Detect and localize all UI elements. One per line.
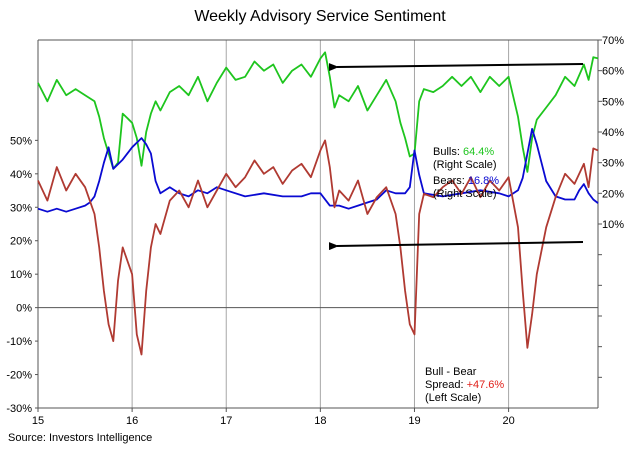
spread-annotation-label: Bull - Bear — [425, 366, 477, 378]
bulls-reference-arrow — [328, 63, 584, 72]
source-note: Source: Investors Intelligence — [8, 432, 153, 444]
spread-reference-arrow — [328, 241, 584, 251]
x-tick-label: 20 — [502, 415, 514, 427]
right-tick-label: 60% — [602, 66, 624, 78]
right-tick-label: 40% — [602, 127, 624, 139]
bulls-annotation-scale: (Right Scale) — [433, 159, 497, 171]
left-tick-label: 20% — [10, 236, 32, 248]
spread-annotation-value: +47.6% — [467, 379, 505, 391]
bears-annotation: Bears: 16.8% — [433, 175, 499, 187]
left-tick-label: -30% — [6, 403, 32, 415]
left-tick-label: 30% — [10, 202, 32, 214]
right-tick-label: 10% — [602, 219, 624, 231]
bears-annotation-scale: (Right Scale) — [433, 188, 497, 200]
bulls-annotation: Bulls: 64.4% — [433, 146, 494, 158]
x-tick-label: 16 — [126, 415, 138, 427]
x-tick-label: 15 — [32, 415, 44, 427]
bears-annotation-value: 16.8% — [468, 175, 499, 187]
bulls-line — [37, 51, 599, 173]
spread-annotation-prefix: Spread: — [425, 379, 467, 391]
spread-annotation: Spread: +47.6% — [425, 379, 504, 391]
left-tick-label: -20% — [6, 370, 32, 382]
bears-line — [37, 127, 599, 213]
left-tick-label: -10% — [6, 336, 32, 348]
x-tick-label: 19 — [408, 415, 420, 427]
right-tick-label: 30% — [602, 158, 624, 170]
left-tick-label: 0% — [16, 303, 32, 315]
bulls-annotation-label: Bulls: — [433, 146, 463, 158]
bears-annotation-label: Bears: — [433, 175, 468, 187]
chart-title: Weekly Advisory Service Sentiment — [194, 8, 446, 25]
right-tick-label: 70% — [602, 35, 624, 47]
left-tick-label: 40% — [10, 169, 32, 181]
x-tick-label: 17 — [220, 415, 232, 427]
left-tick-label: 10% — [10, 269, 32, 281]
spread-annotation-scale: (Left Scale) — [425, 392, 481, 404]
bulls-annotation-value: 64.4% — [463, 146, 494, 158]
right-tick-label: 20% — [602, 188, 624, 200]
left-tick-label: 50% — [10, 135, 32, 147]
bull-bear-spread-line — [37, 139, 599, 356]
x-tick-label: 18 — [314, 415, 326, 427]
right-tick-label: 50% — [602, 96, 624, 108]
